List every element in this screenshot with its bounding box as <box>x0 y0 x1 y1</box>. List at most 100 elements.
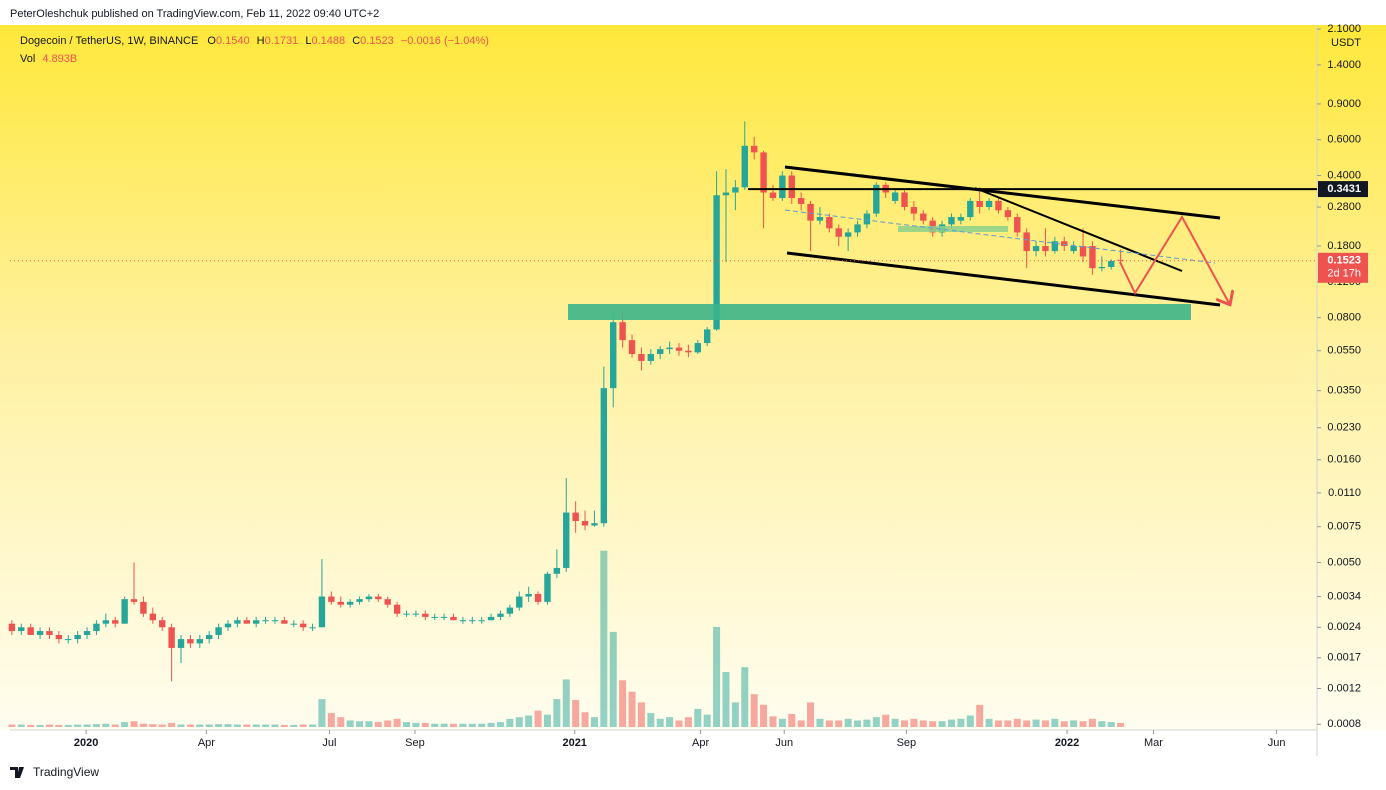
volume-bar <box>713 626 721 727</box>
volume-bar <box>374 722 382 727</box>
candle-body <box>252 620 260 624</box>
y-tick-label: 0.0230 <box>1327 422 1361 434</box>
candle-body <box>290 623 297 625</box>
mid-line <box>784 209 1216 264</box>
candle-body <box>901 192 908 208</box>
volume-bar <box>619 680 627 727</box>
volume-bar <box>882 714 890 727</box>
volume-bar <box>901 720 909 727</box>
volume-bar <box>994 720 1002 727</box>
candle-body <box>196 639 204 644</box>
candle-body <box>1032 246 1040 252</box>
volume-bar <box>807 702 815 727</box>
candle-body <box>346 601 354 605</box>
candle-body <box>8 623 16 632</box>
level-tag <box>1318 181 1368 198</box>
volume-bar <box>863 719 871 727</box>
candle-body <box>1023 232 1030 252</box>
y-tick-label: 0.0024 <box>1327 621 1361 633</box>
volume-bar <box>769 716 777 727</box>
symbol: Dogecoin / TetherUS, 1W, BINANCE <box>20 35 198 47</box>
volume-bar <box>27 724 35 727</box>
y-tick-label: 0.0800 <box>1327 312 1361 324</box>
volume-bar <box>158 724 166 727</box>
candle-body <box>967 200 974 218</box>
candle-body <box>102 620 110 624</box>
ohlc-letter: H <box>257 35 265 47</box>
candle-body <box>281 620 288 624</box>
trend-line <box>974 187 1183 272</box>
candle-body <box>619 322 626 341</box>
volume-bar <box>506 718 514 727</box>
candle-body <box>74 634 81 640</box>
volume-bar <box>177 724 185 727</box>
volume-bar <box>365 721 373 727</box>
candle-body <box>948 217 955 225</box>
volume-bar <box>1070 720 1078 727</box>
candle-body <box>816 217 824 221</box>
candle-body <box>741 145 748 188</box>
volume-bar <box>628 691 636 727</box>
candle-body <box>647 354 655 361</box>
volume-bar <box>130 721 138 727</box>
candle-body <box>1061 241 1068 247</box>
candle-body <box>976 200 983 208</box>
candle-body <box>722 192 730 196</box>
volume-bar <box>534 710 542 727</box>
candle-body <box>1004 210 1012 218</box>
volume-bar <box>816 718 824 727</box>
candle-body <box>375 596 382 600</box>
candle-body <box>703 329 711 344</box>
candle-body <box>694 343 701 353</box>
y-tick-label: 0.0160 <box>1327 454 1361 466</box>
candle-body <box>365 596 373 600</box>
volume-bar <box>844 718 852 727</box>
volume-bar <box>83 724 91 727</box>
volume-bar <box>421 722 429 727</box>
candle-body <box>328 596 335 602</box>
brand: TradingView <box>33 765 99 779</box>
volume-bar <box>327 713 335 727</box>
y-tick-label: 0.6000 <box>1327 134 1361 146</box>
byline: PeterOleshchuk published on TradingView.… <box>10 8 379 20</box>
candle-body <box>854 224 861 233</box>
candle-body <box>130 599 138 602</box>
volume-bar <box>750 694 758 727</box>
y-tick-label: 0.0550 <box>1327 345 1361 357</box>
volume-bar <box>36 724 44 727</box>
volume-bar <box>139 723 147 727</box>
volume-bar <box>440 723 448 727</box>
drawings <box>568 165 1229 320</box>
x-tick-label: Jul <box>322 737 336 749</box>
y-tick-label: 0.0350 <box>1327 385 1361 397</box>
volume-bar <box>8 724 16 727</box>
candle-body <box>205 634 213 640</box>
volume-bar <box>947 719 955 727</box>
volume-bar <box>149 724 157 727</box>
volume-bar <box>797 720 805 727</box>
volume-bar <box>666 717 674 727</box>
candle-body <box>591 523 598 526</box>
candle-body <box>985 200 993 208</box>
volume-bar <box>337 717 345 727</box>
volume-bar <box>778 718 786 727</box>
channel-bottom <box>786 251 1221 307</box>
volume-bar <box>957 718 965 727</box>
volume-bar <box>196 724 204 727</box>
candle-body <box>1098 266 1106 269</box>
y-tick-label: 0.0017 <box>1327 652 1361 664</box>
candle-body <box>910 207 918 214</box>
candle-body <box>318 596 326 628</box>
candle-body <box>610 322 617 389</box>
candle-body <box>450 616 457 621</box>
volume-bar <box>581 712 589 727</box>
x-tick-label: Apr <box>692 737 709 749</box>
level-label: 0.3431 <box>1327 183 1361 195</box>
volume-bar <box>478 723 486 727</box>
volume-bar <box>356 721 364 727</box>
x-tick-label: 2022 <box>1055 737 1079 749</box>
candle-body <box>478 620 485 622</box>
candle-body <box>544 573 551 602</box>
volume-bar <box>562 679 570 727</box>
